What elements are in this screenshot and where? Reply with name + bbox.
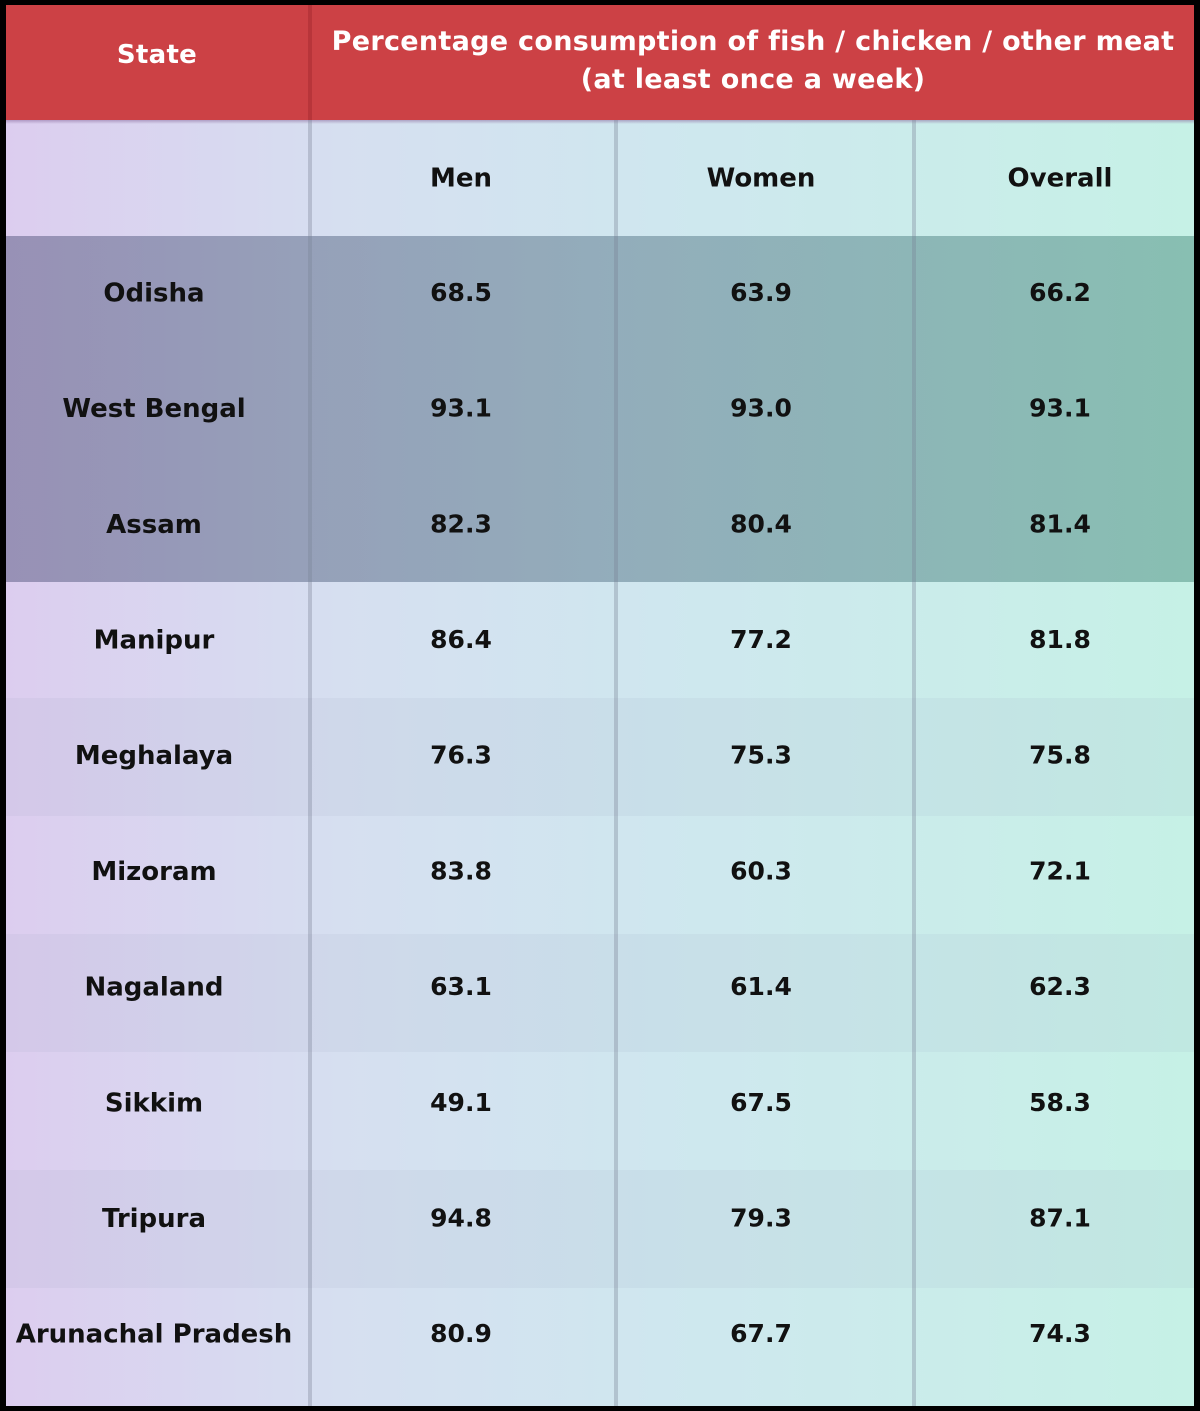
men-value-odisha: 68.5 bbox=[430, 278, 492, 307]
overall-value-nagaland: 62.3 bbox=[1029, 972, 1091, 1001]
state-label-assam: Assam bbox=[106, 510, 202, 540]
column-header-women: Women bbox=[707, 164, 816, 194]
overall-value-odisha: 66.2 bbox=[1029, 278, 1091, 307]
overall-value-assam: 81.4 bbox=[1029, 509, 1091, 538]
women-value-sikkim: 67.5 bbox=[730, 1088, 792, 1117]
men-value-west-bengal: 93.1 bbox=[430, 394, 492, 423]
row-band-nagaland bbox=[6, 934, 1194, 1052]
column-header-overall: Overall bbox=[1008, 164, 1113, 194]
state-label-manipur: Manipur bbox=[94, 625, 215, 655]
header-shadow bbox=[6, 120, 1194, 124]
overall-value-sikkim: 58.3 bbox=[1029, 1088, 1091, 1117]
women-value-mizoram: 60.3 bbox=[730, 856, 792, 885]
women-value-meghalaya: 75.3 bbox=[730, 741, 792, 770]
column-divider-women bbox=[912, 120, 916, 1406]
overall-value-meghalaya: 75.8 bbox=[1029, 741, 1091, 770]
overall-value-mizoram: 72.1 bbox=[1029, 856, 1091, 885]
state-label-sikkim: Sikkim bbox=[105, 1088, 203, 1118]
state-label-odisha: Odisha bbox=[103, 278, 204, 308]
state-label-meghalaya: Meghalaya bbox=[75, 741, 233, 771]
men-value-meghalaya: 76.3 bbox=[430, 741, 492, 770]
header-divider bbox=[308, 5, 312, 120]
group-header-line-1: Percentage consumption of fish / chicken… bbox=[331, 26, 1175, 57]
women-value-assam: 80.4 bbox=[730, 509, 792, 538]
consumption-group-header: Percentage consumption of fish / chicken… bbox=[312, 23, 1194, 99]
men-value-nagaland: 63.1 bbox=[430, 972, 492, 1001]
overall-value-arunachal-pradesh: 74.3 bbox=[1029, 1319, 1091, 1348]
overall-value-west-bengal: 93.1 bbox=[1029, 394, 1091, 423]
column-divider-men bbox=[614, 120, 618, 1406]
row-band-tripura bbox=[6, 1170, 1194, 1288]
men-value-assam: 82.3 bbox=[430, 509, 492, 538]
women-value-manipur: 77.2 bbox=[730, 625, 792, 654]
men-value-arunachal-pradesh: 80.9 bbox=[430, 1319, 492, 1348]
state-label-nagaland: Nagaland bbox=[84, 973, 223, 1003]
row-band-meghalaya bbox=[6, 698, 1194, 816]
highlighted-rows-band bbox=[6, 236, 1194, 582]
women-value-odisha: 63.9 bbox=[730, 278, 792, 307]
state-label-arunachal-pradesh: Arunachal Pradesh bbox=[16, 1320, 293, 1350]
men-value-manipur: 86.4 bbox=[430, 625, 492, 654]
table-frame: State Percentage consumption of fish / c… bbox=[6, 5, 1194, 1406]
state-label-west-bengal: West Bengal bbox=[62, 394, 245, 424]
women-value-west-bengal: 93.0 bbox=[730, 394, 792, 423]
group-header-line-2: (at least once a week) bbox=[580, 64, 926, 95]
overall-value-manipur: 81.8 bbox=[1029, 625, 1091, 654]
column-header-men: Men bbox=[430, 164, 492, 194]
men-value-mizoram: 83.8 bbox=[430, 856, 492, 885]
men-value-tripura: 94.8 bbox=[430, 1203, 492, 1232]
men-value-sikkim: 49.1 bbox=[430, 1088, 492, 1117]
state-label-tripura: Tripura bbox=[102, 1204, 206, 1234]
table-body: Men Women Overall Odisha 68.5 63.9 66.2 West Be… bbox=[16, 164, 1113, 1350]
state-label-mizoram: Mizoram bbox=[91, 857, 216, 887]
state-column-header: State bbox=[116, 40, 198, 70]
table-header: State Percentage consumption of fish / c… bbox=[6, 5, 1194, 120]
column-divider-state bbox=[308, 120, 312, 1406]
overall-value-tripura: 87.1 bbox=[1029, 1203, 1091, 1232]
women-value-tripura: 79.3 bbox=[730, 1203, 792, 1232]
women-value-nagaland: 61.4 bbox=[730, 972, 792, 1001]
women-value-arunachal-pradesh: 67.7 bbox=[730, 1319, 792, 1348]
